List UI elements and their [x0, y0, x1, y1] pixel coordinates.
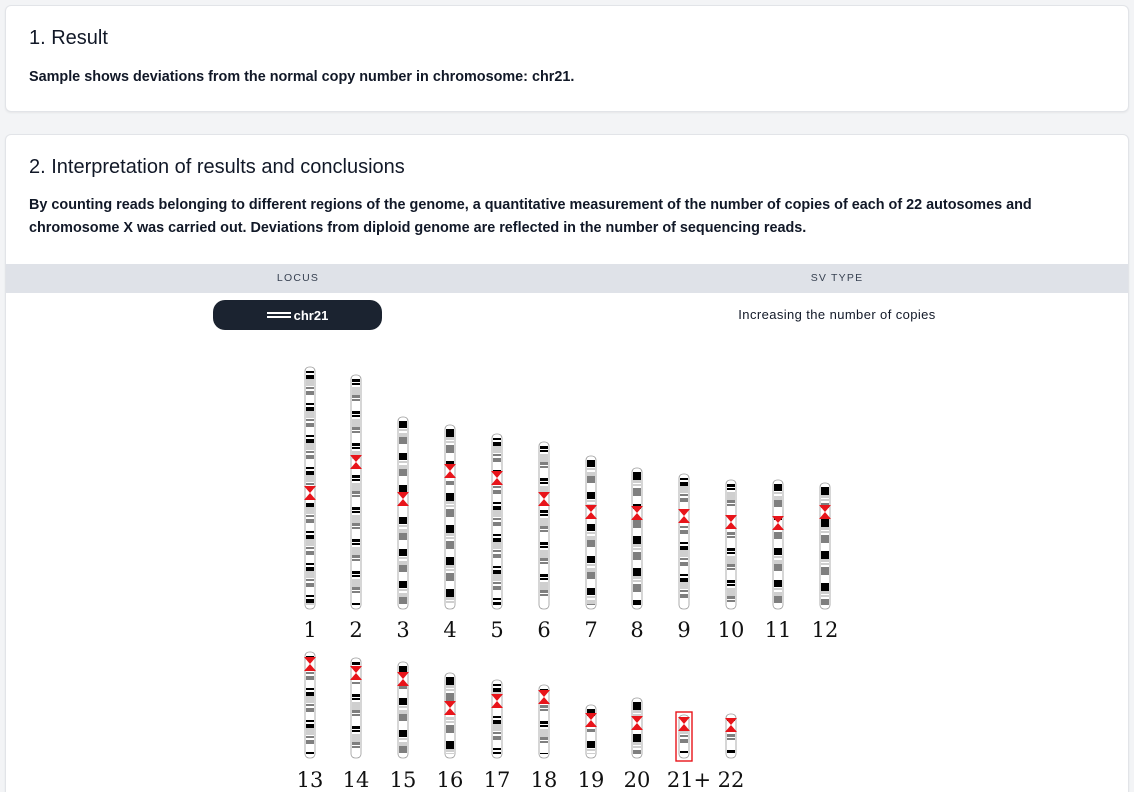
chromosome-label: 9 [677, 618, 690, 642]
chromosome-19 [585, 704, 597, 759]
chromosome-icon [266, 310, 291, 320]
chromosome-12 [819, 482, 831, 610]
chromosome-21-plus [678, 714, 690, 759]
locus-chr21-button[interactable]: chr21 [213, 300, 382, 330]
column-header-sv-type: SV TYPE [810, 272, 864, 284]
chromosome-label: 7 [584, 618, 597, 642]
chromosome-17 [491, 679, 503, 759]
chromosome-label: 12 [812, 618, 839, 642]
chromosome-label: 22 [718, 768, 745, 792]
interpretation-title: 2. Interpretation of results and conclus… [29, 156, 405, 178]
chromosome-6 [538, 441, 550, 610]
chromosome-3 [397, 416, 409, 610]
chromosome-22 [725, 713, 737, 759]
chromosome-15 [397, 661, 409, 759]
chromosome-label: 3 [396, 618, 409, 642]
chromosome-7 [585, 455, 597, 610]
result-title: 1. Result [29, 27, 108, 49]
chromosome-label: 2 [349, 618, 362, 642]
highlight-box [675, 711, 693, 762]
chromosome-label: 4 [443, 618, 456, 642]
chromosome-label: 14 [343, 768, 370, 792]
sv-type-value: Increasing the number of copies [738, 307, 936, 322]
chromosome-9 [678, 473, 690, 610]
chromosome-label: 21+ [667, 768, 711, 792]
chromosome-label: 15 [390, 768, 417, 792]
chromosome-11 [772, 479, 784, 610]
chromosome-1 [304, 366, 316, 610]
chromosome-10 [725, 479, 737, 610]
chromosome-20 [631, 697, 643, 759]
chromosome-label: 18 [531, 768, 558, 792]
chromosome-18 [538, 684, 550, 759]
chromosome-label: 16 [437, 768, 464, 792]
chromosome-16 [444, 672, 456, 759]
chromosome-label: 17 [484, 768, 511, 792]
chromosome-8 [631, 467, 643, 610]
chromosome-2 [350, 374, 362, 610]
chromosome-label: 5 [490, 618, 503, 642]
locus-label: chr21 [293, 307, 329, 323]
result-text: Sample shows deviations from the normal … [29, 69, 575, 85]
chromosome-label: 1 [303, 618, 316, 642]
chromosome-label: 20 [624, 768, 651, 792]
interpretation-card: 2. Interpretation of results and conclus… [5, 134, 1129, 792]
interpretation-text: By counting reads belonging to different… [29, 197, 1032, 236]
chromosome-13 [304, 651, 316, 759]
chromosome-4 [444, 424, 456, 610]
result-card: 1. Result Sample shows deviations from t… [5, 5, 1129, 112]
chromosome-5 [491, 433, 503, 610]
chromosome-14 [350, 657, 362, 759]
chromosome-label: 13 [297, 768, 324, 792]
column-header-locus: LOCUS [276, 272, 320, 284]
chromosome-label: 19 [578, 768, 605, 792]
chromosome-label: 8 [630, 618, 643, 642]
chromosome-label: 11 [765, 618, 792, 642]
chromosome-label: 10 [718, 618, 745, 642]
table-header: LOCUS SV TYPE [6, 264, 1128, 293]
chromosome-label: 6 [537, 618, 550, 642]
